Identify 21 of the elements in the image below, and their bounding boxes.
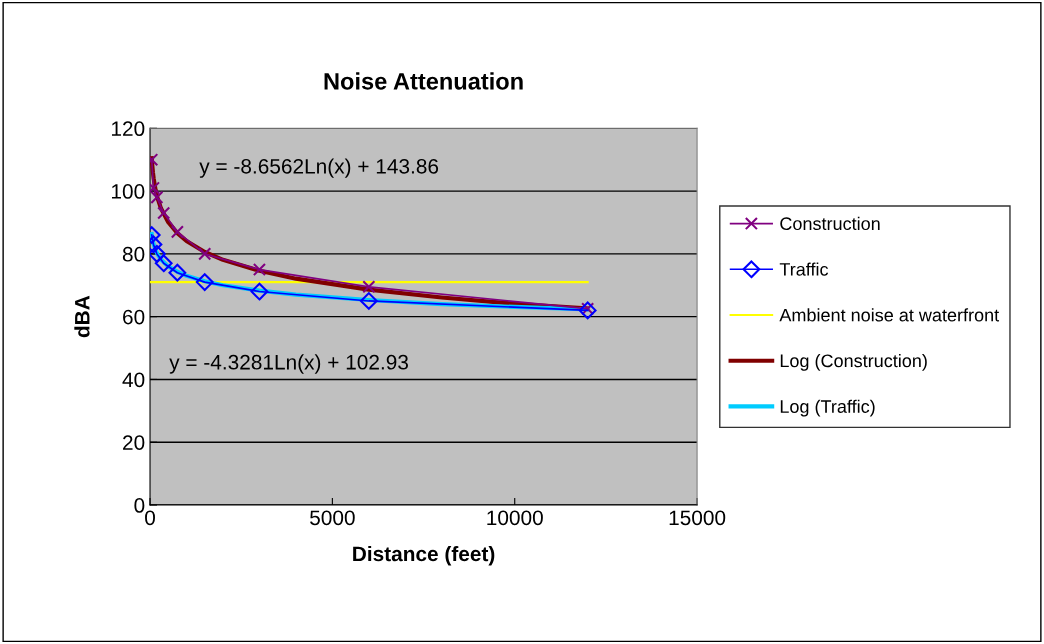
y-tick-label: 40	[122, 372, 145, 388]
x-tick-label: 10000	[487, 510, 543, 526]
y-tick-label: 120	[111, 121, 145, 137]
legend-label: Log (Traffic)	[780, 399, 875, 417]
y-tick-label: 60	[123, 309, 145, 325]
y-axis-title: dBA	[74, 295, 90, 338]
y-tick-label: 80	[122, 246, 145, 262]
y-tick-label: 0	[134, 498, 145, 513]
x-tick-label: 5000	[310, 510, 355, 526]
x-tick-label: 0	[145, 510, 155, 526]
legend-label: Construction	[780, 216, 880, 231]
legend-label: Traffic	[779, 262, 829, 276]
legend-label: Log (Construction)	[780, 353, 927, 371]
chart-title: Noise Attenuation	[324, 72, 523, 90]
legend-label: Ambient noise at waterfront	[779, 308, 1000, 322]
annotation: y = -4.3281Ln(x) + 102.93	[169, 354, 408, 374]
x-axis-title: Distance (feet)	[353, 545, 495, 566]
y-tick-label: 20	[123, 435, 145, 450]
annotation: y = -8.6562Ln(x) + 143.86	[199, 158, 439, 178]
y-tick-label: 100	[111, 184, 145, 199]
x-tick-label: 15000	[669, 510, 726, 526]
